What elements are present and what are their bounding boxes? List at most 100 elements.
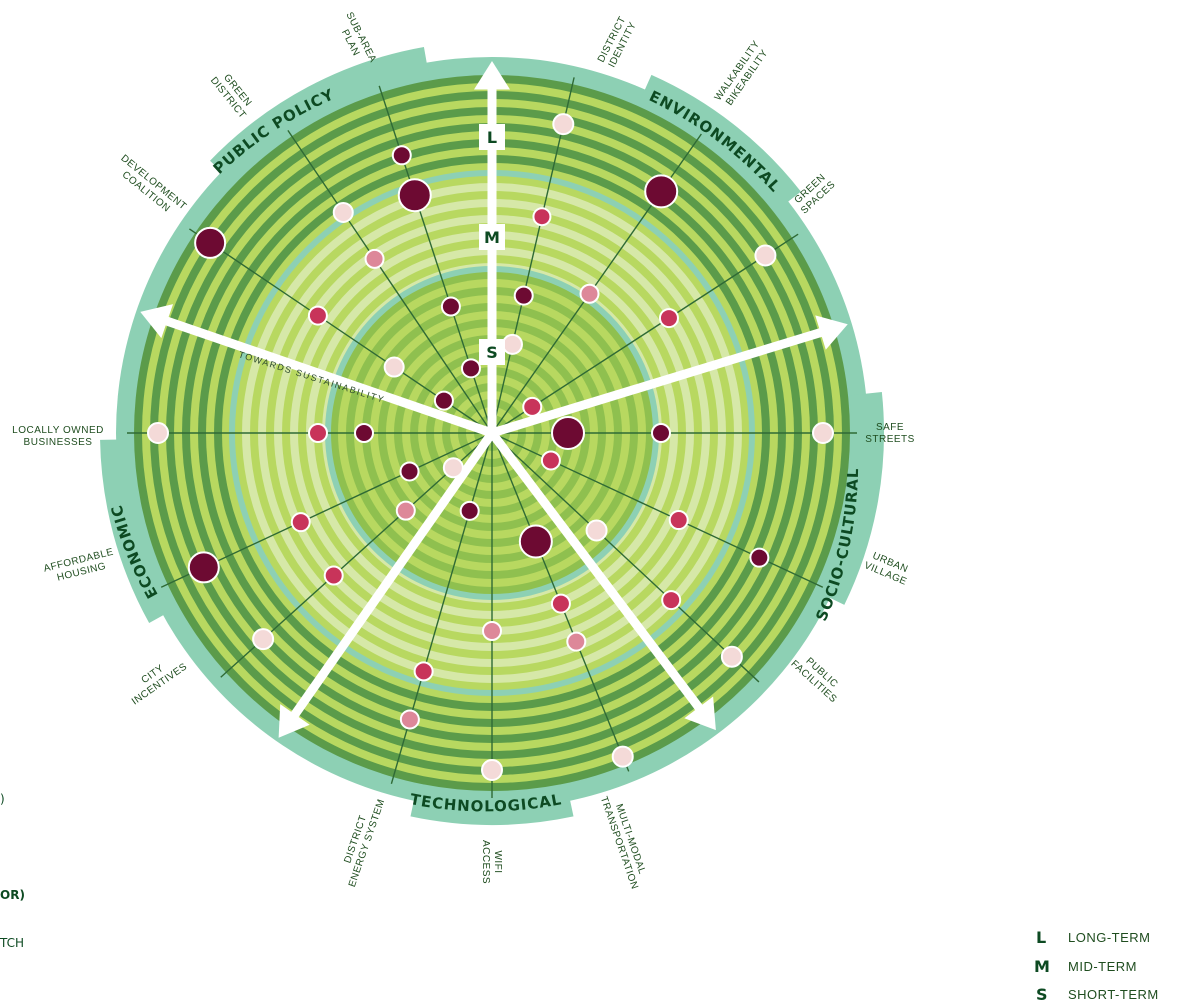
indicator-dot-43	[307, 305, 328, 326]
spoke-label-8-line-0: WIFI	[492, 850, 503, 873]
left-fragment-1: )	[0, 792, 5, 806]
indicator-dot-26	[482, 621, 502, 641]
spoke-label-8: WIFIACCESS	[480, 840, 503, 884]
arrow-shaft-1	[487, 324, 837, 438]
arrow-shaft-4	[150, 312, 497, 438]
indicator-dot-31	[442, 457, 464, 479]
svg-text:LONG-TERM: LONG-TERM	[1068, 930, 1151, 945]
axis-marker-long: L	[479, 124, 505, 150]
svg-text:M: M	[1034, 957, 1050, 976]
legend-item-short: S SHORT-TERM	[1036, 985, 1159, 1004]
spoke-line-6	[491, 432, 760, 683]
arrow-head-3	[278, 704, 310, 738]
indicator-dot-14	[651, 423, 671, 443]
spoke-label-14: GREENDISTRICT	[208, 68, 257, 121]
svg-text:MID-TERM: MID-TERM	[1068, 959, 1137, 974]
spoke-label-12-line-1: BUSINESSES	[24, 437, 93, 448]
indicator-dot-30	[399, 709, 420, 730]
indicator-dot-35	[399, 461, 420, 482]
spoke-label-4-line-0: SAFE	[876, 422, 904, 433]
indicator-dot-24	[566, 631, 587, 652]
indicator-dot-41	[433, 390, 454, 411]
indicator-dot-3	[460, 358, 481, 379]
arrow-shaft-3	[283, 428, 497, 730]
spoke-label-4-line-1: STREETS	[865, 434, 915, 445]
spoke-label-12: LOCALLY OWNED BUSINESSES	[12, 425, 104, 448]
svg-text:L: L	[487, 128, 497, 147]
indicator-dot-1	[397, 178, 432, 213]
indicator-dot-36	[290, 512, 311, 533]
spoke-label-9: DISTRICTENERGY SYSTEM	[336, 794, 388, 889]
spoke-label-11: AFFORDABLEHOUSING	[43, 547, 118, 587]
spoke-line-3	[491, 233, 799, 434]
indicator-dot-28	[459, 500, 480, 521]
svg-text:SHORT-TERM: SHORT-TERM	[1068, 987, 1159, 1002]
indicator-dot-40	[147, 422, 169, 444]
indicator-dot-4	[552, 113, 575, 136]
indicator-dot-46	[364, 248, 385, 269]
arrow-head-0	[473, 61, 511, 90]
category-tab-1	[638, 74, 801, 212]
spoke-line-1	[491, 77, 575, 434]
category-tab-0	[210, 46, 430, 183]
svg-text:M: M	[484, 228, 500, 247]
indicator-dots	[147, 113, 834, 781]
indicator-dot-9	[579, 283, 600, 304]
spoke-label-2: WALKABILITYBIKEABILITY	[713, 39, 772, 110]
indicator-dot-23	[550, 593, 571, 614]
indicator-dot-20	[661, 590, 682, 611]
indicator-dot-17	[668, 510, 689, 531]
indicator-dot-18	[749, 547, 770, 568]
indicator-dot-29	[413, 661, 434, 682]
indicator-dot-8	[644, 174, 679, 209]
spoke-label-0: SUB-AREAPLAN	[333, 10, 379, 70]
spoke-label-7: MULTI-MODALTRANSPORTATION	[598, 791, 652, 891]
indicator-dot-33	[323, 565, 344, 586]
indicator-dot-10	[754, 244, 777, 267]
spoke-label-6: PUBLICFACILITIES	[788, 649, 846, 705]
indicator-dot-32	[395, 500, 416, 521]
indicator-dot-15	[812, 422, 834, 444]
arrow-head-2	[684, 696, 716, 731]
arrow-shaft-2	[487, 428, 711, 722]
indicator-dot-5	[532, 207, 552, 227]
indicator-dot-42	[383, 356, 405, 378]
spoke-label-3: GREENSPACES	[791, 170, 838, 216]
legend-item-mid: M MID-TERM	[1034, 957, 1137, 976]
indicator-dot-2	[440, 296, 461, 317]
legend-item-long: L LONG-TERM	[1036, 928, 1151, 947]
spoke-label-13: DEVELOPMENTCOALITION	[111, 153, 188, 222]
indicator-dot-6	[513, 285, 534, 306]
legend: L LONG-TERM M MID-TERM S SHORT-TERM	[1034, 928, 1159, 1004]
indicator-dot-12	[522, 396, 543, 417]
indicator-dot-21	[720, 645, 743, 668]
indicator-dot-0	[391, 145, 412, 166]
category-tab-2	[815, 392, 885, 605]
indicator-dot-27	[481, 759, 503, 781]
indicator-dot-7	[501, 333, 523, 355]
spoke-label-4: SAFE STREETS	[865, 422, 915, 445]
indicator-dot-16	[540, 450, 561, 471]
indicator-dot-34	[252, 628, 275, 651]
spoke-label-1: DISTRICTIDENTITY	[596, 15, 639, 70]
indicator-dot-19	[585, 519, 608, 542]
axis-marker-short: S	[479, 339, 505, 365]
category-tab-3	[410, 785, 574, 825]
category-tab-4	[100, 439, 178, 624]
svg-text:S: S	[1036, 985, 1048, 1004]
spoke-label-10: CITYINCENTIVES	[123, 651, 189, 707]
axis-marker-mid: M	[479, 224, 505, 250]
indicator-dot-37	[187, 551, 220, 584]
indicator-dot-44	[194, 226, 227, 259]
arrow-head-4	[140, 304, 174, 339]
left-fragment-3: TCH	[0, 936, 24, 950]
left-fragment-2: OR)	[0, 888, 25, 902]
sector-arrows	[140, 61, 848, 738]
indicator-dot-11	[658, 308, 679, 329]
indicator-dot-25	[611, 745, 634, 768]
spoke-line-14	[287, 130, 493, 434]
svg-text:S: S	[486, 343, 498, 362]
arrow-head-1	[815, 315, 848, 350]
spoke-label-8-line-1: ACCESS	[480, 840, 491, 884]
